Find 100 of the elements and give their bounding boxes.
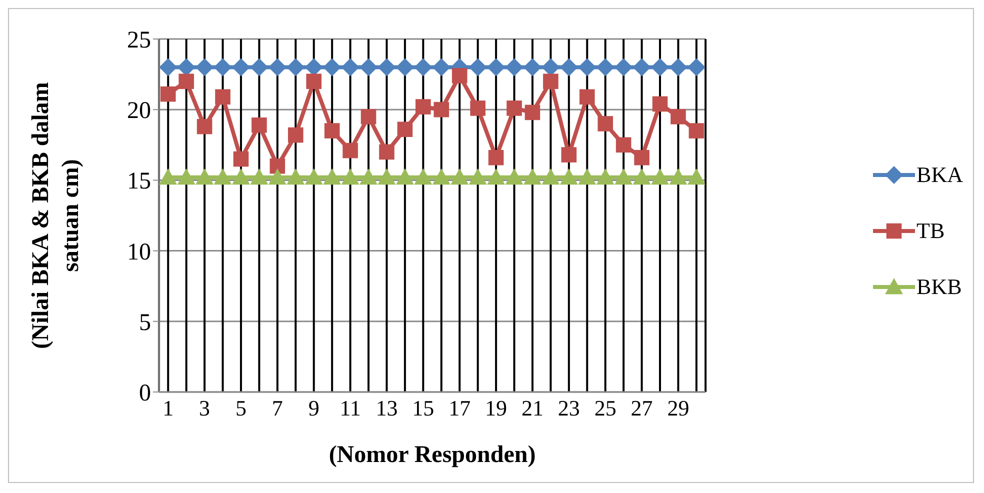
y-tick-label: 25 (127, 28, 151, 54)
point (250, 168, 268, 185)
y-tick-label: 20 (127, 98, 151, 124)
point (232, 58, 250, 76)
x-tick-label: 15 (412, 396, 434, 421)
point (468, 58, 487, 76)
x-tick-label: 7 (272, 396, 283, 421)
point (360, 58, 378, 76)
point (178, 74, 194, 90)
point (523, 58, 542, 76)
x-tick-label: 17 (448, 396, 471, 421)
point (506, 100, 522, 116)
point (632, 58, 651, 76)
point (578, 58, 596, 76)
x-tick-label: 29 (667, 396, 690, 421)
x-tick-label: 19 (485, 396, 508, 421)
point (233, 151, 249, 167)
point (252, 117, 267, 133)
point (341, 58, 360, 76)
y-tick-label: 5 (139, 310, 151, 336)
point (434, 102, 450, 118)
point (268, 58, 286, 76)
y-tick-label: 15 (127, 168, 151, 195)
point (414, 58, 432, 76)
point (487, 168, 506, 185)
point (505, 168, 524, 185)
point (214, 168, 232, 185)
point (487, 58, 506, 76)
point (396, 168, 414, 185)
point (560, 168, 578, 185)
legend-label: BKA (916, 162, 963, 188)
point (687, 168, 706, 185)
point (196, 118, 212, 134)
point (651, 58, 669, 76)
point (523, 168, 542, 185)
point (160, 86, 176, 102)
point (378, 58, 396, 76)
point (614, 168, 633, 185)
point (288, 127, 304, 143)
point (543, 74, 558, 90)
point (159, 58, 178, 76)
point (452, 68, 468, 84)
point (596, 168, 614, 185)
point (324, 123, 340, 138)
x-tick-label: 21 (521, 396, 544, 421)
point (470, 100, 486, 116)
point (669, 168, 688, 185)
point (323, 168, 342, 185)
point (215, 89, 230, 105)
point (634, 150, 650, 166)
x-tick-label: 27 (630, 396, 653, 421)
point (450, 168, 469, 185)
point (468, 168, 487, 185)
x-tick-label: 1 (162, 396, 174, 421)
x-tick-label: 5 (235, 396, 246, 421)
point (396, 58, 414, 76)
x-axis-title: (Nomor Responden) (328, 442, 536, 468)
point (378, 168, 396, 185)
point (524, 104, 540, 120)
point (232, 168, 250, 185)
point (360, 109, 376, 124)
point (579, 89, 595, 105)
point (306, 74, 322, 90)
point (596, 58, 614, 76)
y-tick-label: 10 (127, 239, 151, 266)
point (652, 96, 668, 112)
point (177, 168, 196, 185)
point (304, 168, 323, 185)
point (414, 168, 432, 185)
point (598, 116, 613, 132)
point (379, 144, 394, 160)
legend-label: BKB (916, 274, 962, 300)
x-tick-label: 9 (308, 396, 320, 421)
point (342, 142, 358, 158)
point (670, 109, 686, 124)
point (268, 168, 286, 185)
point (196, 58, 214, 76)
y-axis-title: (Nilai BKA & BKB dalam satuan cm) (28, 82, 84, 349)
point (632, 168, 651, 185)
point (159, 168, 178, 185)
point (341, 168, 360, 185)
point (432, 58, 450, 76)
x-tick-label: 25 (594, 396, 616, 421)
point (432, 168, 450, 185)
point (416, 99, 431, 114)
point (488, 150, 504, 166)
point (578, 168, 596, 185)
point (688, 123, 704, 138)
point (286, 168, 305, 185)
x-tick-label: 23 (558, 396, 580, 421)
point (214, 58, 232, 76)
point (505, 58, 524, 76)
point (270, 158, 286, 174)
point (651, 168, 669, 185)
point (323, 58, 342, 76)
y-tick-label: 0 (139, 380, 151, 407)
point (360, 168, 378, 185)
x-tick-label: 13 (376, 396, 398, 421)
point (669, 58, 688, 76)
point (542, 168, 560, 185)
